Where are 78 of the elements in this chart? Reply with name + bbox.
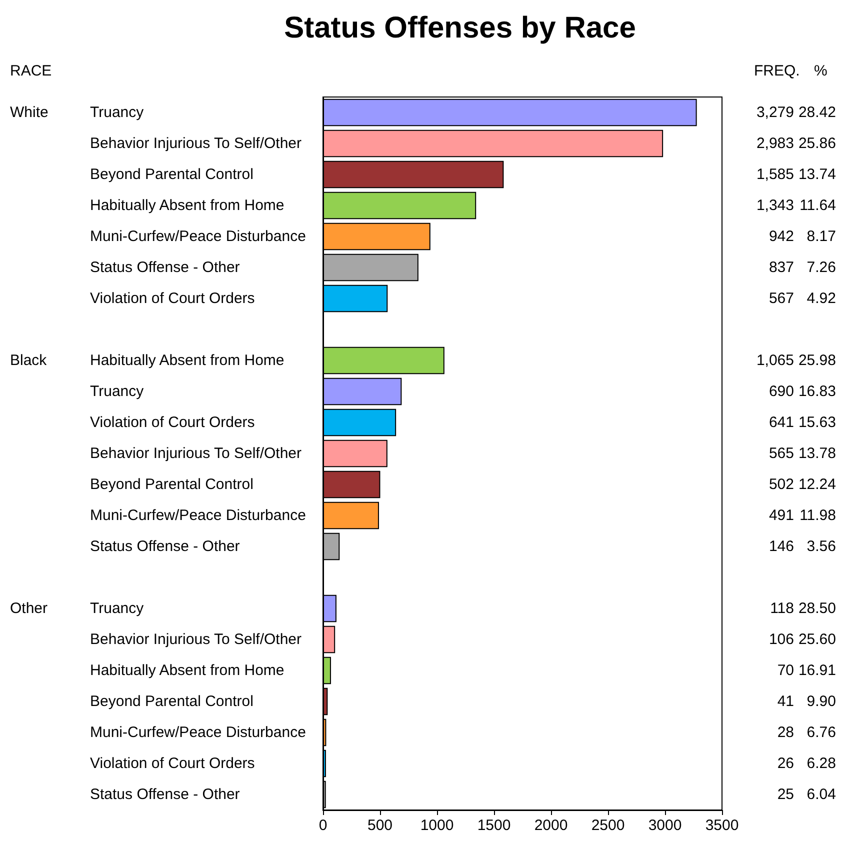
data-label: 1,585 (756, 166, 794, 183)
chart-title: Status Offenses by Race (284, 12, 636, 44)
text: 28.42 (798, 104, 836, 121)
data-label: 146 (768, 538, 794, 555)
text: 25.60 (798, 631, 836, 648)
y-tick-label: Truancy (90, 600, 144, 617)
text: 11.98 (800, 507, 836, 524)
text: 16.91 (798, 662, 836, 679)
y-tick-label: Violation of Court Orders (90, 290, 255, 307)
text: 6.04 (806, 786, 836, 803)
y-tick-label: Behavior Injurious To Self/Other (90, 631, 302, 648)
x-tick-label: 0 (318, 817, 328, 834)
text: 6.28 (806, 755, 836, 772)
y-tick-label: Truancy (90, 383, 144, 400)
text: 6.76 (806, 724, 836, 741)
text: 13.78 (798, 445, 836, 462)
x-tick-label: 2000 (534, 817, 568, 834)
data-label: 25 (777, 786, 794, 803)
y-tick-label: Behavior Injurious To Self/Other (90, 135, 302, 152)
x-tick-label: 500 (367, 817, 393, 834)
text: 28.50 (798, 600, 836, 617)
data-label: 837 (768, 259, 794, 276)
data-label: 1,343 (756, 197, 794, 214)
text: 9.90 (806, 693, 836, 710)
y-tick-label: Habitually Absent from Home (90, 197, 284, 214)
data-label: 2,983 (756, 135, 794, 152)
x-tick-label: 3000 (648, 817, 682, 834)
text: White (10, 104, 48, 121)
text: 25.98 (798, 352, 836, 369)
text: 13.74 (798, 166, 836, 183)
data-label: 118 (770, 600, 794, 617)
y-tick-label: Habitually Absent from Home (90, 662, 284, 679)
x-tick-label: 2500 (591, 817, 625, 834)
text: 15.63 (798, 414, 836, 431)
y-tick-label: Beyond Parental Control (90, 476, 254, 493)
text: 12.24 (798, 476, 836, 493)
text: Other (10, 600, 48, 617)
text: 7.26 (806, 259, 836, 276)
y-tick-label: Beyond Parental Control (90, 693, 254, 710)
x-tick-label: 1000 (420, 817, 454, 834)
y-tick-label: Violation of Court Orders (90, 755, 255, 772)
text: 25.86 (798, 135, 836, 152)
text: % (814, 62, 828, 80)
data-label: 106 (768, 631, 794, 648)
data-label: 28 (777, 724, 794, 741)
data-label: 567 (768, 290, 794, 307)
text: RACE (10, 62, 52, 80)
text: Black (10, 352, 48, 369)
y-tick-label: Beyond Parental Control (90, 166, 254, 183)
y-tick-label: Status Offense - Other (90, 786, 240, 803)
text: 4.92 (806, 290, 836, 307)
data-label: 491 (768, 507, 794, 524)
data-label: 3,279 (756, 104, 794, 121)
text: 8.17 (806, 228, 836, 245)
y-tick-label: Muni-Curfew/Peace Disturbance (90, 507, 306, 524)
data-label: 641 (768, 414, 794, 431)
data-label: 690 (768, 383, 794, 400)
data-label: 565 (768, 445, 794, 462)
y-tick-label: Behavior Injurious To Self/Other (90, 445, 302, 462)
x-tick-label: 3500 (705, 817, 739, 834)
y-tick-label: Muni-Curfew/Peace Disturbance (90, 228, 306, 245)
y-tick-label: Violation of Court Orders (90, 414, 255, 431)
text: 11.64 (800, 197, 836, 214)
data-label: 942 (768, 228, 794, 245)
y-tick-label: Muni-Curfew/Peace Disturbance (90, 724, 306, 741)
text: FREQ. (754, 62, 800, 80)
data-label: 41 (777, 693, 794, 710)
y-tick-label: Habitually Absent from Home (90, 352, 284, 369)
y-tick-label: Status Offense - Other (90, 538, 240, 555)
text: 3.56 (806, 538, 836, 555)
x-tick-label: 1500 (477, 817, 511, 834)
data-label: 502 (768, 476, 794, 493)
data-label: 70 (777, 662, 794, 679)
data-label: 26 (777, 755, 794, 772)
text: 16.83 (798, 383, 836, 400)
y-tick-label: Truancy (90, 104, 144, 121)
data-label: 1,065 (756, 352, 794, 369)
y-tick-label: Status Offense - Other (90, 259, 240, 276)
